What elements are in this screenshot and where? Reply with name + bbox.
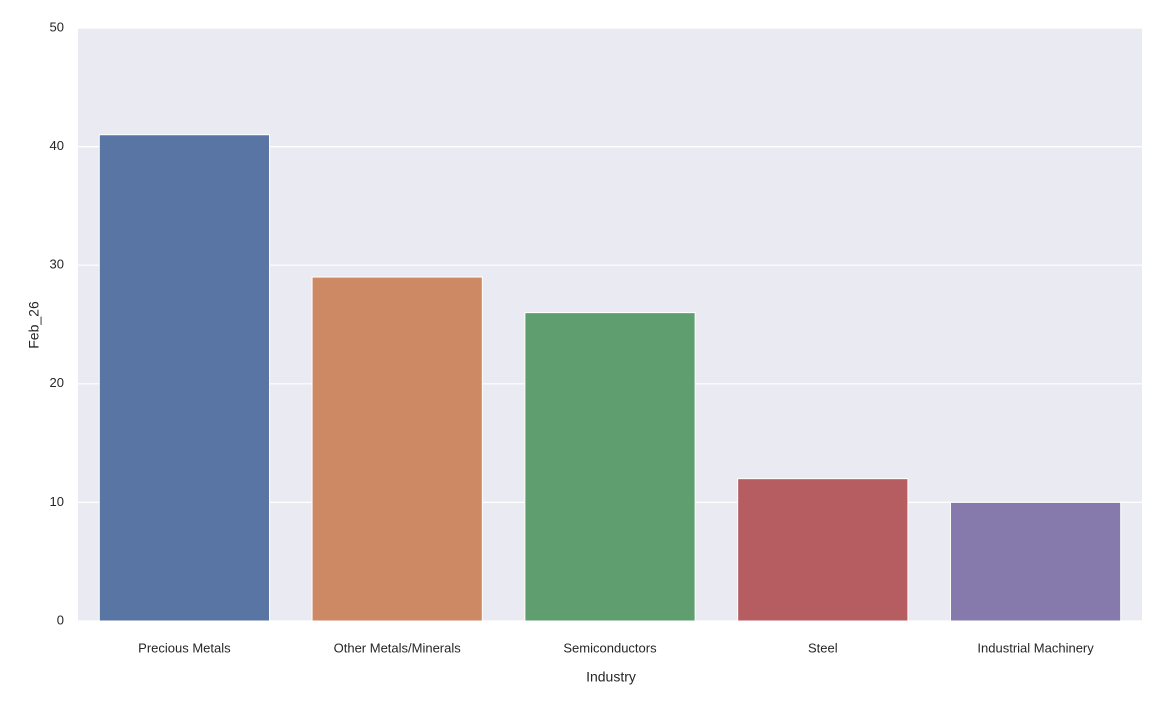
y-tick-label: 30 [50,257,64,272]
y-tick-label: 10 [50,494,64,509]
x-tick-label: Semiconductors [563,640,657,655]
x-tick-label: Other Metals/Minerals [334,640,462,655]
y-tick-label: 20 [50,375,64,390]
bar [524,312,696,622]
y-tick-label: 40 [50,138,64,153]
y-tick-label: 0 [57,612,64,627]
bar [949,501,1122,622]
x-tick-label: Steel [808,640,838,655]
y-tick-label: 50 [50,19,64,34]
bar [311,276,483,622]
y-axis-label: Feb_26 [26,301,42,349]
x-tick-label: Precious Metals [138,640,231,655]
x-axis-label: Industry [586,669,636,685]
x-tick-label: Industrial Machinery [977,640,1094,655]
bar [98,134,271,622]
bar [737,478,909,622]
